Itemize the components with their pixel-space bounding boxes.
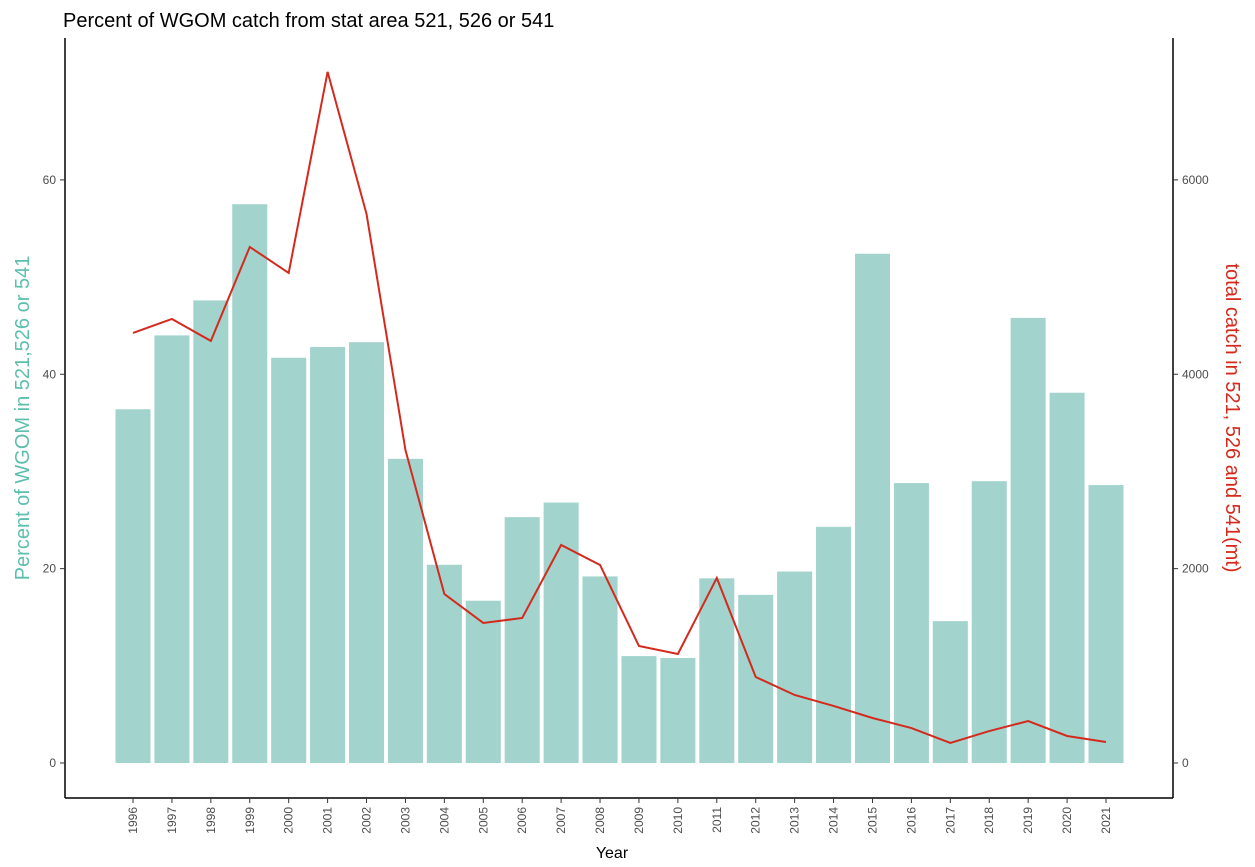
x-tick-label: 2012 bbox=[749, 807, 763, 834]
x-axis-title: Year bbox=[596, 845, 629, 862]
bar bbox=[699, 578, 735, 764]
x-tick-label: 2005 bbox=[476, 807, 490, 834]
x-tick-label: 2017 bbox=[943, 807, 957, 834]
y-tick-label: 40 bbox=[43, 367, 57, 381]
bar bbox=[543, 502, 579, 764]
y-tick-label: 0 bbox=[49, 756, 56, 770]
bar bbox=[738, 594, 774, 764]
x-tick-label: 2016 bbox=[904, 807, 918, 834]
x-tick-label: 2020 bbox=[1060, 807, 1074, 834]
x-tick-label: 1998 bbox=[204, 807, 218, 834]
bar bbox=[582, 576, 618, 764]
bar bbox=[193, 300, 229, 764]
bar bbox=[349, 342, 385, 764]
bar bbox=[893, 483, 929, 764]
x-tick-label: 2018 bbox=[982, 807, 996, 834]
y-tick-label: 20 bbox=[43, 562, 57, 576]
x-tick-label: 2011 bbox=[710, 807, 724, 833]
x-tick-label: 1997 bbox=[165, 807, 179, 834]
bar bbox=[232, 204, 268, 764]
bar bbox=[504, 517, 540, 764]
bar bbox=[621, 656, 657, 764]
bar bbox=[660, 658, 696, 764]
x-tick-label: 2006 bbox=[515, 807, 529, 834]
y2-tick-label: 2000 bbox=[1182, 562, 1209, 576]
bar bbox=[310, 347, 346, 764]
bar bbox=[1049, 392, 1085, 764]
x-tick-label: 2002 bbox=[360, 807, 374, 834]
bar bbox=[854, 253, 890, 764]
x-tick-label: 1999 bbox=[243, 807, 257, 834]
y2-tick-label: 6000 bbox=[1182, 173, 1209, 187]
x-tick-label: 2007 bbox=[554, 807, 568, 834]
x-tick-label: 2004 bbox=[437, 807, 451, 834]
x-tick-label: 2021 bbox=[1099, 807, 1113, 834]
y2-axis-title: total catch in 521, 526 and 541(mt) bbox=[1221, 263, 1243, 572]
y2-tick-label: 0 bbox=[1182, 756, 1189, 770]
bar bbox=[816, 526, 852, 764]
x-tick-label: 2003 bbox=[398, 807, 412, 834]
x-tick-label: 2019 bbox=[1021, 807, 1035, 834]
bar bbox=[154, 335, 190, 764]
x-tick-label: 2000 bbox=[282, 807, 296, 834]
chart-title: Percent of WGOM catch from stat area 521… bbox=[63, 10, 554, 32]
x-tick-label: 2015 bbox=[865, 807, 879, 834]
y-tick-label: 60 bbox=[43, 173, 57, 187]
x-tick-label: 2008 bbox=[593, 807, 607, 834]
bar bbox=[1010, 317, 1046, 764]
x-tick-label: 2001 bbox=[321, 807, 335, 834]
bar bbox=[777, 571, 813, 764]
y2-tick-label: 4000 bbox=[1182, 367, 1209, 381]
bar bbox=[932, 621, 968, 764]
bar bbox=[971, 481, 1007, 764]
x-tick-label: 2014 bbox=[827, 807, 841, 834]
line bbox=[132, 71, 1107, 745]
x-tick-label: 2009 bbox=[632, 807, 646, 834]
bar bbox=[1088, 485, 1124, 764]
bar bbox=[115, 409, 151, 764]
x-tick-label: 2013 bbox=[788, 807, 802, 834]
x-tick-label: 1996 bbox=[126, 807, 140, 834]
x-tick-label: 2010 bbox=[671, 807, 685, 834]
bar bbox=[465, 600, 501, 764]
bar bbox=[387, 458, 423, 764]
bar bbox=[271, 357, 307, 764]
y-axis-title: Percent of WGOM in 521,526 or 541 bbox=[12, 256, 34, 581]
bar bbox=[426, 564, 462, 764]
